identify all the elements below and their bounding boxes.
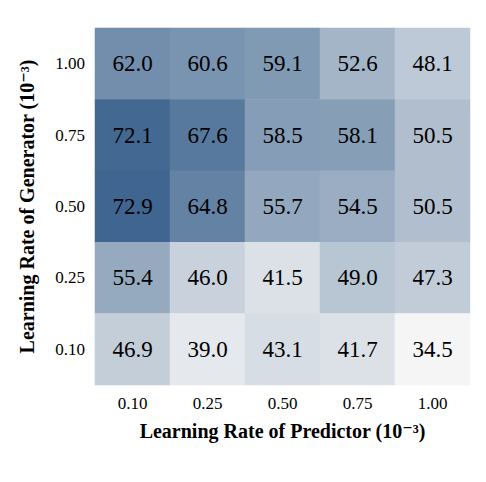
svg-text:43.1: 43.1 xyxy=(262,337,302,362)
svg-text:72.1: 72.1 xyxy=(112,123,152,148)
svg-text:46.0: 46.0 xyxy=(187,265,227,290)
svg-text:59.1: 59.1 xyxy=(262,51,302,76)
svg-text:58.5: 58.5 xyxy=(262,123,302,148)
svg-text:0.10: 0.10 xyxy=(55,340,85,359)
svg-text:52.6: 52.6 xyxy=(337,51,377,76)
svg-text:58.1: 58.1 xyxy=(337,123,377,148)
svg-text:1.00: 1.00 xyxy=(55,54,85,73)
svg-text:Learning Rate of Generator (10: Learning Rate of Generator (10⁻³) xyxy=(16,60,39,354)
svg-text:50.5: 50.5 xyxy=(412,194,452,219)
svg-text:60.6: 60.6 xyxy=(187,51,227,76)
svg-text:50.5: 50.5 xyxy=(412,123,452,148)
svg-text:46.9: 46.9 xyxy=(112,337,152,362)
svg-text:67.6: 67.6 xyxy=(187,123,227,148)
svg-text:Learning Rate of Predictor (10: Learning Rate of Predictor (10⁻³) xyxy=(140,420,426,443)
svg-text:48.1: 48.1 xyxy=(412,51,452,76)
svg-text:47.3: 47.3 xyxy=(412,265,452,290)
svg-text:49.0: 49.0 xyxy=(337,265,377,290)
svg-text:64.8: 64.8 xyxy=(187,194,227,219)
svg-text:1.00: 1.00 xyxy=(418,394,448,413)
svg-text:0.75: 0.75 xyxy=(343,394,373,413)
svg-text:72.9: 72.9 xyxy=(112,194,152,219)
svg-text:55.4: 55.4 xyxy=(112,265,153,290)
svg-text:62.0: 62.0 xyxy=(112,51,152,76)
svg-text:0.50: 0.50 xyxy=(55,197,85,216)
svg-text:39.0: 39.0 xyxy=(187,337,227,362)
svg-text:41.7: 41.7 xyxy=(337,337,377,362)
svg-text:41.5: 41.5 xyxy=(262,265,302,290)
svg-text:0.25: 0.25 xyxy=(193,394,223,413)
svg-text:0.75: 0.75 xyxy=(55,126,85,145)
svg-text:54.5: 54.5 xyxy=(337,194,377,219)
svg-text:0.10: 0.10 xyxy=(118,394,148,413)
svg-text:0.25: 0.25 xyxy=(55,268,85,287)
svg-text:0.50: 0.50 xyxy=(268,394,298,413)
svg-text:55.7: 55.7 xyxy=(262,194,302,219)
svg-text:34.5: 34.5 xyxy=(412,337,452,362)
